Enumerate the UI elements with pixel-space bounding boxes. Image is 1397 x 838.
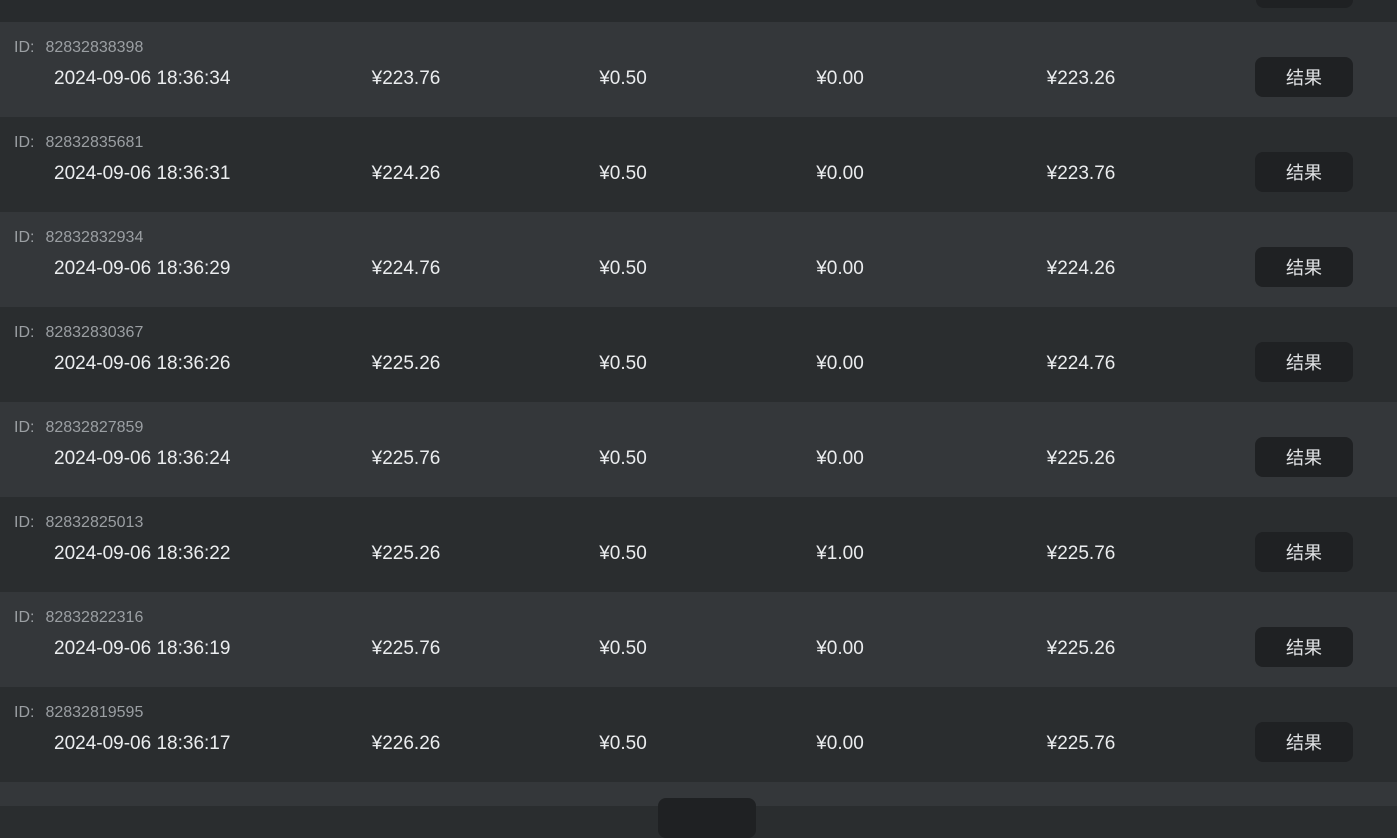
row-id-value: 82832819595	[45, 704, 144, 721]
row-amount-2: ¥0.50	[599, 733, 647, 754]
row-datetime: 2024-09-06 18:36:29	[54, 258, 231, 279]
row-id-value: 82832835681	[45, 134, 144, 151]
row-id-label: ID:	[14, 609, 35, 626]
row-id-label: ID:	[14, 419, 35, 436]
previous-row-partial	[0, 0, 1397, 22]
row-id-value: 82832822316	[45, 609, 144, 626]
row-id-label: ID:	[14, 229, 35, 246]
result-button-partial[interactable]	[1256, 0, 1353, 8]
row-amount-4: ¥223.76	[1046, 163, 1116, 184]
row-id-line: ID: 82832838398	[14, 39, 143, 57]
row-amount-1: ¥224.76	[371, 258, 441, 279]
row-amount-4: ¥224.76	[1046, 353, 1116, 374]
row-amount-1: ¥226.26	[371, 733, 441, 754]
table-row: ID: 82832835681 2024-09-06 18:36:31 ¥224.…	[0, 117, 1397, 212]
row-amount-2: ¥0.50	[599, 258, 647, 279]
table-row: ID: 82832827859 2024-09-06 18:36:24 ¥225.…	[0, 402, 1397, 497]
row-datetime: 2024-09-06 18:36:31	[54, 163, 231, 184]
row-id-label: ID:	[14, 39, 35, 56]
row-amount-4: ¥224.26	[1046, 258, 1116, 279]
result-button[interactable]: 结果	[1255, 532, 1353, 572]
row-datetime: 2024-09-06 18:36:19	[54, 638, 231, 659]
row-id-value: 82832838398	[45, 39, 144, 56]
row-id-line: ID: 82832835681	[14, 134, 143, 152]
row-id-value: 82832830367	[45, 324, 144, 341]
row-datetime: 2024-09-06 18:36:17	[54, 733, 231, 754]
result-button[interactable]: 结果	[1255, 247, 1353, 287]
row-id-label: ID:	[14, 324, 35, 341]
row-amount-1: ¥225.76	[371, 638, 441, 659]
row-amount-1: ¥223.76	[371, 68, 441, 89]
row-amount-1: ¥224.26	[371, 163, 441, 184]
load-more-button-partial[interactable]	[658, 798, 756, 838]
result-button[interactable]: 结果	[1255, 152, 1353, 192]
row-id-line: ID: 82832819595	[14, 704, 143, 722]
row-id-value: 82832825013	[45, 514, 144, 531]
row-id-value: 82832832934	[45, 229, 144, 246]
row-datetime: 2024-09-06 18:36:34	[54, 68, 231, 89]
row-amount-3: ¥0.00	[816, 448, 864, 469]
row-amount-3: ¥1.00	[816, 543, 864, 564]
row-amount-3: ¥0.00	[816, 163, 864, 184]
row-amount-4: ¥223.26	[1046, 68, 1116, 89]
row-amount-2: ¥0.50	[599, 68, 647, 89]
result-button[interactable]: 结果	[1255, 342, 1353, 382]
row-amount-2: ¥0.50	[599, 543, 647, 564]
row-amount-2: ¥0.50	[599, 163, 647, 184]
row-id-line: ID: 82832830367	[14, 324, 143, 342]
row-id-line: ID: 82832827859	[14, 419, 143, 437]
row-datetime: 2024-09-06 18:36:22	[54, 543, 231, 564]
row-id-line: ID: 82832832934	[14, 229, 143, 247]
table-row: ID: 82832838398 2024-09-06 18:36:34 ¥223.…	[0, 22, 1397, 117]
row-amount-2: ¥0.50	[599, 638, 647, 659]
row-amount-1: ¥225.26	[371, 543, 441, 564]
row-amount-4: ¥225.76	[1046, 543, 1116, 564]
table-row: ID: 82832825013 2024-09-06 18:36:22 ¥225.…	[0, 497, 1397, 592]
row-amount-4: ¥225.76	[1046, 733, 1116, 754]
row-amount-2: ¥0.50	[599, 448, 647, 469]
table-row: ID: 82832819595 2024-09-06 18:36:17 ¥226.…	[0, 687, 1397, 782]
result-button[interactable]: 结果	[1255, 627, 1353, 667]
row-datetime: 2024-09-06 18:36:26	[54, 353, 231, 374]
result-button[interactable]: 结果	[1255, 722, 1353, 762]
footer	[0, 782, 1397, 838]
row-amount-4: ¥225.26	[1046, 448, 1116, 469]
table-row: ID: 82832830367 2024-09-06 18:36:26 ¥225.…	[0, 307, 1397, 402]
row-id-label: ID:	[14, 134, 35, 151]
row-amount-3: ¥0.00	[816, 353, 864, 374]
row-id-value: 82832827859	[45, 419, 144, 436]
row-amount-3: ¥0.00	[816, 258, 864, 279]
result-button[interactable]: 结果	[1255, 57, 1353, 97]
row-id-label: ID:	[14, 704, 35, 721]
transaction-list: ID: 82832838398 2024-09-06 18:36:34 ¥223.…	[0, 22, 1397, 782]
row-id-label: ID:	[14, 514, 35, 531]
row-amount-1: ¥225.76	[371, 448, 441, 469]
row-id-line: ID: 82832822316	[14, 609, 143, 627]
row-amount-3: ¥0.00	[816, 733, 864, 754]
table-row: ID: 82832822316 2024-09-06 18:36:19 ¥225.…	[0, 592, 1397, 687]
table-row: ID: 82832832934 2024-09-06 18:36:29 ¥224.…	[0, 212, 1397, 307]
row-amount-3: ¥0.00	[816, 68, 864, 89]
row-datetime: 2024-09-06 18:36:24	[54, 448, 231, 469]
row-amount-4: ¥225.26	[1046, 638, 1116, 659]
row-id-line: ID: 82832825013	[14, 514, 143, 532]
row-amount-2: ¥0.50	[599, 353, 647, 374]
row-amount-1: ¥225.26	[371, 353, 441, 374]
result-button[interactable]: 结果	[1255, 437, 1353, 477]
row-amount-3: ¥0.00	[816, 638, 864, 659]
